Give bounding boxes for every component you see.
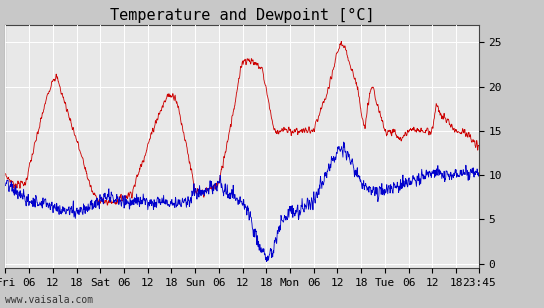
Text: www.vaisala.com: www.vaisala.com [5, 295, 94, 305]
Title: Temperature and Dewpoint [°C]: Temperature and Dewpoint [°C] [110, 8, 374, 23]
